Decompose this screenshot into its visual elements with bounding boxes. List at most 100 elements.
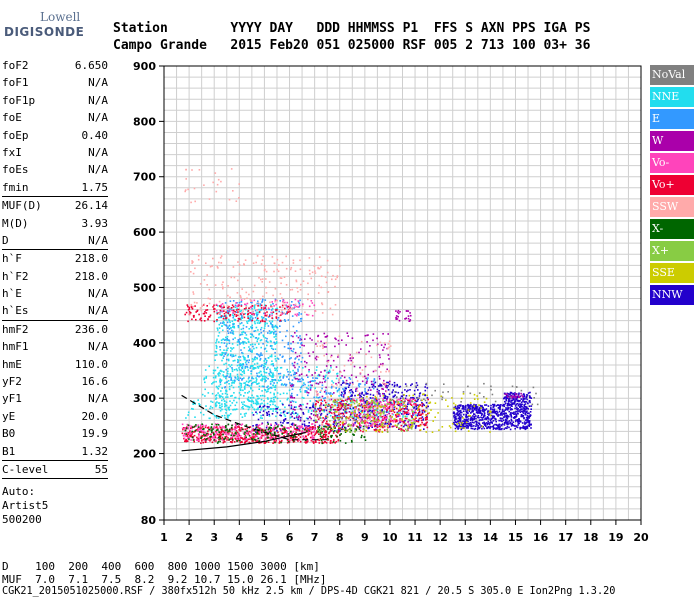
data-point (237, 326, 240, 329)
data-point (226, 335, 229, 338)
data-point (292, 304, 295, 306)
data-point (249, 333, 252, 335)
data-point (204, 432, 207, 434)
data-point (203, 435, 205, 437)
data-point (192, 261, 194, 263)
data-point (225, 426, 227, 429)
data-point (475, 404, 477, 406)
data-point (290, 395, 293, 398)
data-point (198, 438, 200, 441)
data-point (252, 368, 254, 370)
data-point (314, 408, 316, 411)
data-point (263, 308, 265, 310)
data-point (300, 317, 303, 320)
data-point (423, 424, 426, 427)
data-point (295, 401, 297, 403)
data-point (196, 309, 199, 312)
data-point (358, 385, 361, 388)
data-point (186, 434, 189, 436)
data-point (312, 410, 315, 412)
data-point (199, 318, 201, 321)
data-point (391, 412, 394, 415)
data-point (250, 316, 253, 318)
data-point (454, 416, 456, 419)
data-point (291, 307, 293, 310)
data-point (235, 368, 238, 370)
data-point (237, 377, 239, 379)
data-point (317, 393, 319, 395)
data-point (269, 374, 271, 376)
data-point (283, 410, 285, 413)
data-point (415, 405, 418, 408)
data-point (264, 325, 266, 327)
data-point (220, 315, 223, 317)
data-point (397, 398, 400, 401)
data-point (259, 405, 261, 407)
data-point (242, 408, 245, 410)
data-point (264, 357, 267, 360)
data-point (508, 420, 511, 422)
data-point (399, 418, 401, 421)
data-point (212, 431, 215, 434)
data-point (217, 267, 219, 269)
data-point (322, 397, 325, 400)
data-point (264, 323, 266, 325)
data-point (457, 406, 459, 409)
data-point (226, 339, 228, 341)
data-point (522, 414, 524, 417)
data-point (358, 383, 360, 385)
data-point (350, 408, 353, 411)
data-point (270, 323, 272, 325)
data-point (319, 437, 322, 440)
data-point (200, 429, 202, 432)
data-point (242, 403, 244, 406)
data-point (222, 315, 225, 318)
data-point (330, 412, 333, 414)
data-point (503, 413, 505, 415)
data-point (356, 425, 358, 428)
data-point (269, 391, 272, 394)
data-point (216, 311, 218, 314)
data-point (367, 393, 369, 395)
data-point (251, 440, 253, 442)
data-point (320, 286, 323, 289)
data-point (251, 394, 253, 397)
data-point (199, 404, 201, 406)
data-point (481, 413, 483, 415)
data-point (265, 437, 267, 439)
data-point (231, 437, 234, 440)
data-point (266, 337, 268, 340)
data-point (249, 367, 252, 369)
data-point (248, 319, 250, 321)
data-point (265, 314, 268, 317)
data-point (470, 416, 473, 419)
data-point (250, 307, 253, 309)
data-point (314, 270, 316, 272)
data-point (244, 332, 247, 334)
data-point (465, 416, 468, 419)
data-point (266, 425, 268, 427)
data-point (255, 261, 257, 264)
data-point (297, 378, 300, 381)
data-point (233, 382, 235, 384)
data-point (368, 398, 370, 400)
data-point (240, 424, 243, 426)
data-point (204, 426, 207, 429)
data-point (374, 381, 377, 384)
data-point (372, 370, 375, 373)
data-point (493, 411, 496, 414)
data-point (319, 345, 322, 347)
data-point (411, 396, 414, 399)
data-point (341, 426, 343, 429)
data-point (219, 396, 221, 399)
data-point (233, 441, 236, 443)
data-point (276, 397, 279, 400)
data-point (348, 377, 351, 379)
data-point (252, 310, 254, 313)
data-point (256, 255, 259, 257)
data-point (375, 415, 377, 418)
data-point (293, 361, 296, 364)
data-point (220, 390, 222, 392)
data-point (358, 424, 361, 426)
data-point (496, 427, 499, 429)
